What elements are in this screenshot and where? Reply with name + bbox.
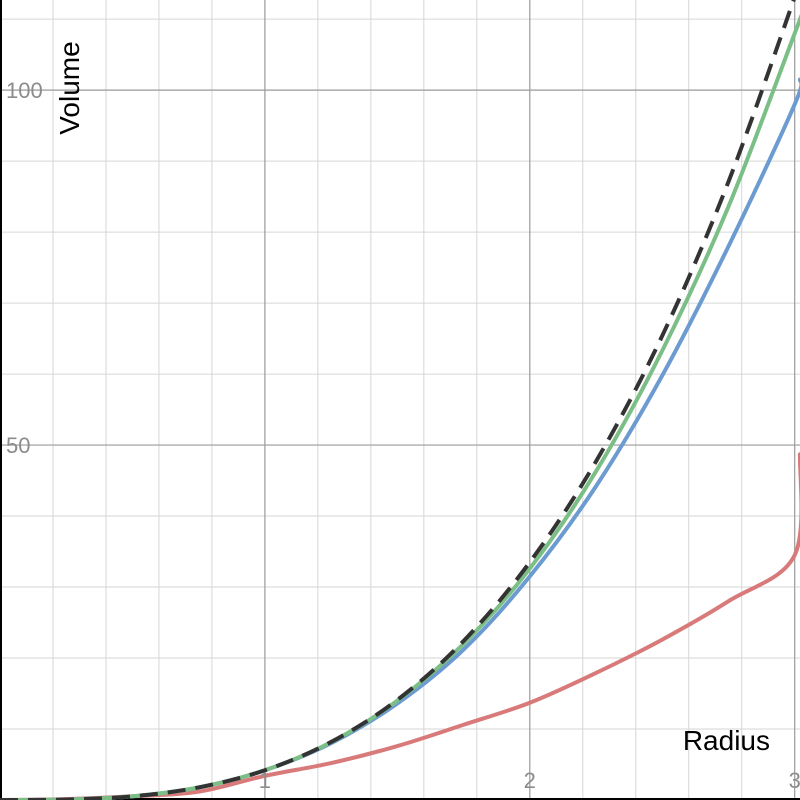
y-tick-label: 100 bbox=[6, 78, 43, 103]
tick-labels: 1 2 3 50 100 bbox=[6, 78, 800, 793]
x-tick-label: 3 bbox=[789, 768, 800, 793]
series-green-line bbox=[0, 14, 800, 800]
y-axis-label: Volume bbox=[54, 41, 85, 134]
x-axis-label: Radius bbox=[683, 725, 770, 756]
x-tick-label: 1 bbox=[259, 768, 271, 793]
x-tick-label: 2 bbox=[524, 768, 536, 793]
y-tick-label: 50 bbox=[6, 433, 30, 458]
